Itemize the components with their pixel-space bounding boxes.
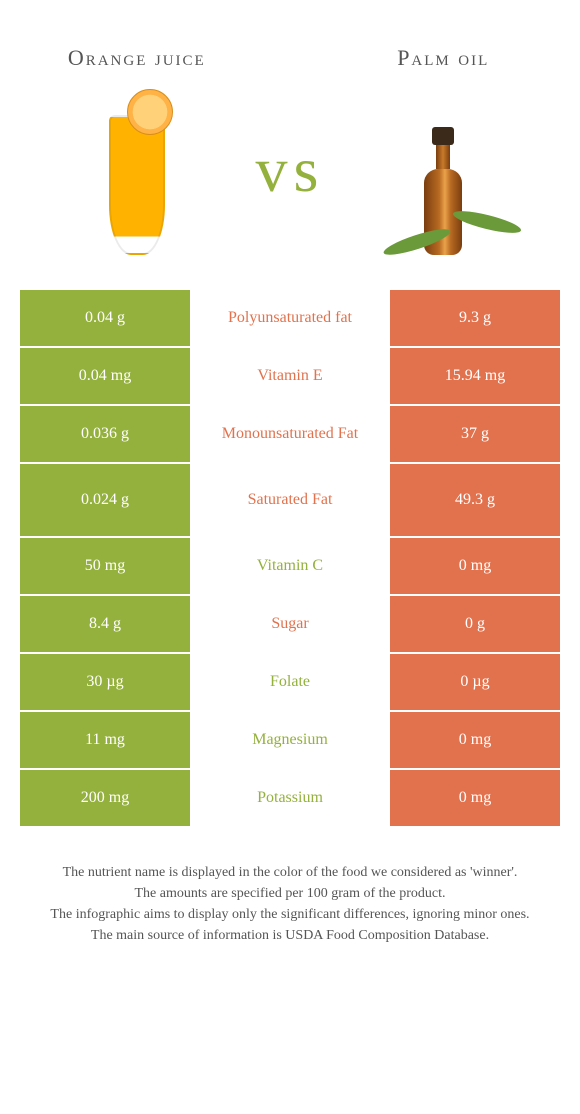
footer-line: The main source of information is USDA F… [24,927,556,946]
footer-line: The nutrient name is displayed in the co… [24,864,556,883]
value-right: 0 g [390,596,560,652]
table-row: 50 mgVitamin C0 mg [20,538,560,594]
value-right: 0 mg [390,712,560,768]
table-row: 200 mgPotassium0 mg [20,770,560,826]
footer-line: The amounts are specified per 100 gram o… [24,885,556,904]
value-left: 11 mg [20,712,190,768]
value-left: 50 mg [20,538,190,594]
nutrient-label: Polyunsaturated fat [194,290,386,346]
value-right: 0 µg [390,654,560,710]
table-row: 0.04 mgVitamin E15.94 mg [20,348,560,404]
table-row: 0.04 gPolyunsaturated fat9.3 g [20,290,560,346]
value-left: 8.4 g [20,596,190,652]
table-row: 0.036 gMonounsaturated Fat37 g [20,406,560,462]
product-left: Orange juice [30,45,244,255]
table-row: 30 µgFolate0 µg [20,654,560,710]
nutrient-label: Vitamin C [194,538,386,594]
nutrient-label: Sugar [194,596,386,652]
footer-line: The infographic aims to display only the… [24,906,556,925]
nutrient-label: Saturated Fat [194,464,386,536]
comparison-header: Orange juice vs Palm oil [0,0,580,290]
footer-notes: The nutrient name is displayed in the co… [0,828,580,946]
value-left: 0.04 g [20,290,190,346]
orange-juice-icon [109,85,165,255]
palm-oil-icon [416,85,470,255]
nutrient-label: Potassium [194,770,386,826]
nutrient-label: Magnesium [194,712,386,768]
product-right: Palm oil [336,45,550,255]
value-left: 0.04 mg [20,348,190,404]
value-right: 15.94 mg [390,348,560,404]
value-left: 0.036 g [20,406,190,462]
table-row: 8.4 gSugar0 g [20,596,560,652]
value-right: 37 g [390,406,560,462]
value-left: 0.024 g [20,464,190,536]
product-left-title: Orange juice [68,45,206,71]
value-right: 0 mg [390,538,560,594]
nutrient-label: Vitamin E [194,348,386,404]
value-right: 49.3 g [390,464,560,536]
table-row: 11 mgMagnesium0 mg [20,712,560,768]
product-right-title: Palm oil [397,45,489,71]
nutrient-label: Monounsaturated Fat [194,406,386,462]
value-left: 30 µg [20,654,190,710]
vs-label: vs [256,133,325,207]
value-right: 9.3 g [390,290,560,346]
value-left: 200 mg [20,770,190,826]
value-right: 0 mg [390,770,560,826]
nutrient-label: Folate [194,654,386,710]
nutrient-table: 0.04 gPolyunsaturated fat9.3 g0.04 mgVit… [20,290,560,826]
table-row: 0.024 gSaturated Fat49.3 g [20,464,560,536]
